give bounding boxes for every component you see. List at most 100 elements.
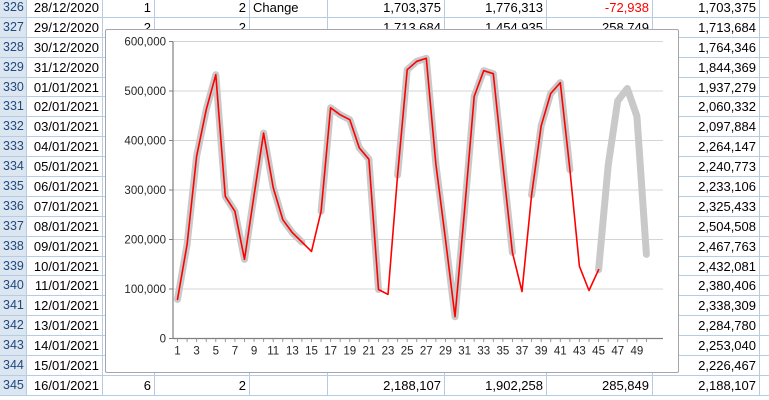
date-cell[interactable]: 12/01/2021 [27,296,103,317]
row-header[interactable]: 340 [0,276,27,297]
x-axis-label: 39 [535,346,548,358]
row-header[interactable]: 335 [0,177,27,197]
cell[interactable]: 6 [103,375,155,396]
label-cell[interactable]: Change [250,0,328,18]
x-axis-label: 19 [343,346,356,358]
date-cell[interactable]: 13/01/2021 [27,316,103,337]
y-axis-label: 200,000 [124,235,166,247]
date-cell[interactable]: 09/01/2021 [27,236,103,257]
cell[interactable]: 1,776,313 [445,0,547,18]
row-header[interactable]: 327 [0,17,27,38]
cell[interactable]: 2,240,773 [653,157,760,178]
x-axis-label: 25 [401,346,414,358]
model-line[interactable] [174,54,650,321]
cell[interactable]: 2,060,332 [653,97,760,118]
y-axis-label: 600,000 [124,37,166,49]
date-cell[interactable]: 05/01/2021 [27,157,103,178]
date-cell[interactable]: 29/12/2020 [27,17,103,38]
cell[interactable]: 1 [103,0,155,18]
x-axis-label: 11 [267,346,279,358]
edge-cell [760,216,769,237]
row-header[interactable]: 328 [0,37,27,58]
date-cell[interactable]: 01/01/2021 [27,77,103,98]
row-header[interactable]: 344 [0,356,27,376]
cell[interactable]: 2,188,107 [653,375,760,396]
cell[interactable]: 2,325,433 [653,196,760,217]
y-axis-label: 300,000 [124,185,166,197]
date-cell[interactable]: 14/01/2021 [27,336,103,357]
edge-cell [760,157,769,178]
actual-line[interactable] [176,57,600,318]
date-cell[interactable]: 04/01/2021 [27,137,103,158]
x-axis-label: 7 [232,346,238,358]
cell[interactable]: 1,844,369 [653,57,760,78]
cell[interactable]: 2 [155,375,250,396]
edge-cell [760,117,769,138]
cell[interactable]: 2 [155,0,250,18]
date-cell[interactable]: 11/01/2021 [27,276,103,297]
edge-cell [760,37,769,58]
row-header[interactable]: 330 [0,77,27,98]
date-cell[interactable]: 07/01/2021 [27,196,103,217]
cell[interactable]: 2,380,406 [653,276,760,297]
edge-cell [760,356,769,376]
x-axis-label: 15 [305,346,318,358]
cell[interactable]: 1,713,684 [653,17,760,38]
date-cell[interactable]: 16/01/2021 [27,375,103,396]
cell[interactable]: -72,938 [547,0,653,18]
cell[interactable]: 2,226,467 [653,356,760,376]
row-header[interactable]: 343 [0,336,27,357]
date-cell[interactable]: 31/12/2020 [27,57,103,78]
row-header[interactable]: 333 [0,137,27,158]
date-cell[interactable]: 15/01/2021 [27,356,103,376]
cell[interactable]: 2,253,040 [653,336,760,357]
cell[interactable]: 2,338,309 [653,296,760,317]
row-header[interactable]: 338 [0,236,27,257]
y-axis-label: 500,000 [124,86,166,98]
cell[interactable]: 2,432,081 [653,256,760,277]
row-header[interactable]: 339 [0,256,27,277]
cell[interactable]: 2,097,884 [653,117,760,138]
cell[interactable]: 2,188,107 [328,375,445,396]
cell[interactable]: 2,284,780 [653,316,760,337]
cell[interactable]: 2,467,763 [653,236,760,257]
edge-cell [760,0,769,18]
cell[interactable]: 2,264,147 [653,137,760,158]
cell[interactable]: 1,703,375 [328,0,445,18]
embedded-chart[interactable]: 600,000 500,000 400,000 300,000 200,000 100,0… [105,29,679,373]
cell[interactable]: 1,764,346 [653,37,760,58]
cell[interactable]: 2,504,508 [653,216,760,237]
cell[interactable]: 1,703,375 [653,0,760,18]
cell[interactable]: 285,849 [547,375,653,396]
row-header[interactable]: 329 [0,57,27,78]
date-cell[interactable]: 06/01/2021 [27,177,103,197]
y-axis-label: 0 [160,334,166,346]
date-cell[interactable]: 10/01/2021 [27,256,103,277]
date-cell[interactable]: 08/01/2021 [27,216,103,237]
row-header[interactable]: 345 [0,375,27,396]
edge-cell [760,316,769,337]
row-header[interactable]: 341 [0,296,27,317]
edge-cell [760,57,769,78]
edge-cell [760,196,769,217]
edge-cell [760,256,769,277]
row-header[interactable]: 342 [0,316,27,337]
row-header[interactable]: 326 [0,0,27,18]
cell[interactable]: 1,937,279 [653,77,760,98]
date-cell[interactable]: 02/01/2021 [27,97,103,118]
row-header[interactable]: 337 [0,216,27,237]
row-header[interactable]: 334 [0,157,27,178]
x-axis-label: 37 [516,346,529,358]
cell[interactable]: 1,902,258 [445,375,547,396]
y-axis-label: 100,000 [124,284,166,296]
x-axis-label: 45 [592,346,605,358]
row-header[interactable]: 336 [0,196,27,217]
row-header[interactable]: 332 [0,117,27,138]
date-cell[interactable]: 03/01/2021 [27,117,103,138]
cell[interactable]: 2,233,106 [653,177,760,197]
date-cell[interactable]: 30/12/2020 [27,37,103,58]
label-cell[interactable] [250,375,328,396]
date-cell[interactable]: 28/12/2020 [27,0,103,18]
x-axis-label: 31 [458,346,471,358]
row-header[interactable]: 331 [0,97,27,118]
